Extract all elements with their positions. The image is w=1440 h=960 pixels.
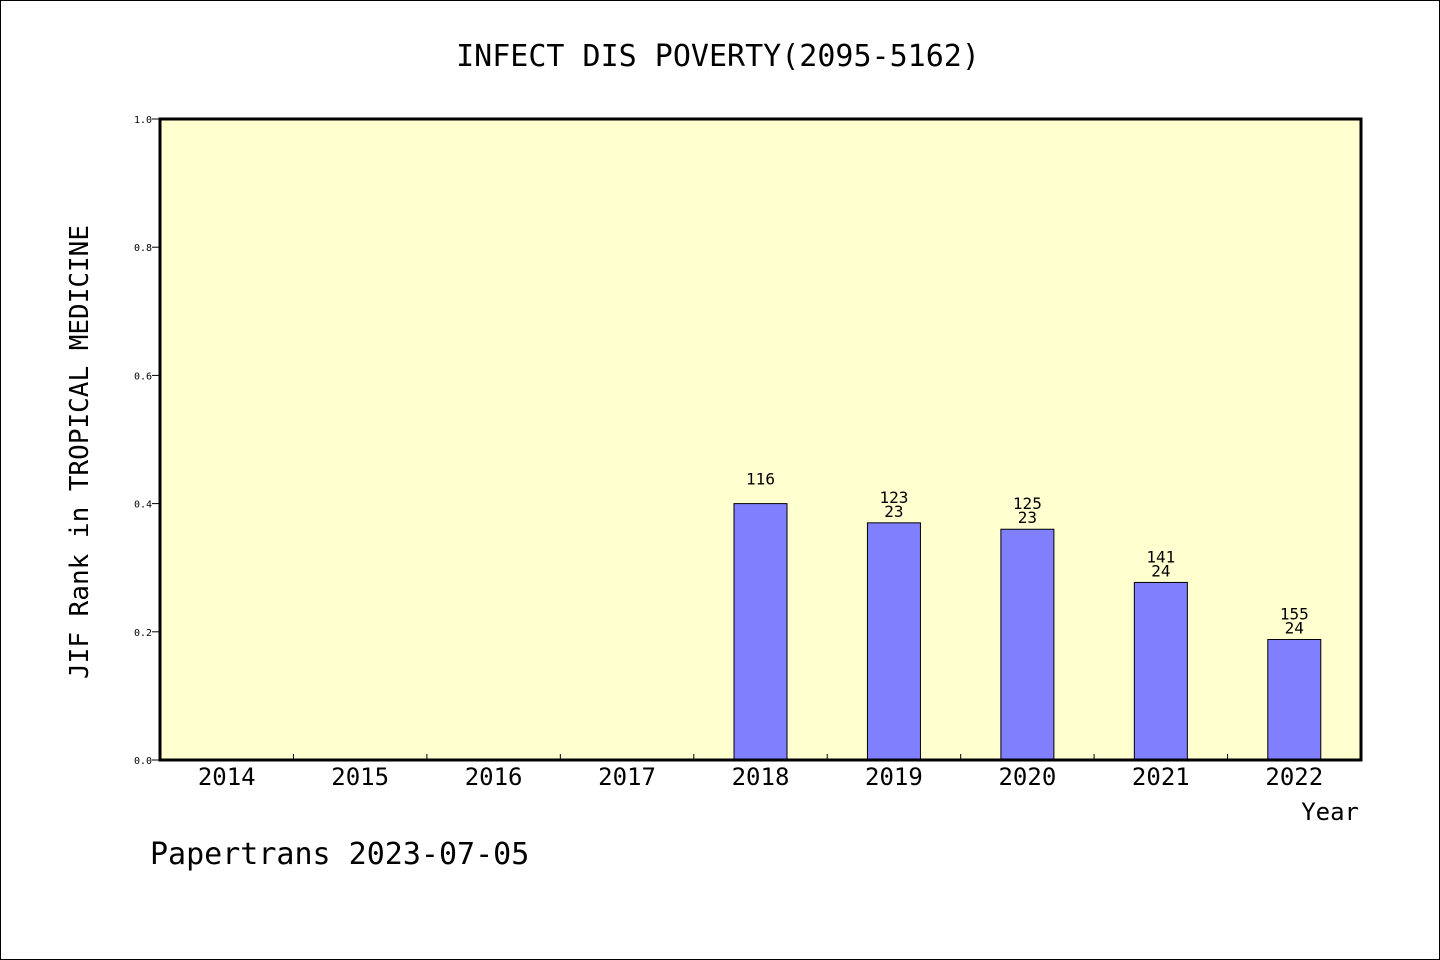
chart-title: INFECT DIS POVERTY(2095-5162) xyxy=(456,39,980,74)
x-tick-label: 2016 xyxy=(465,763,523,791)
x-tick-label: 2017 xyxy=(598,763,656,791)
bar-2018 xyxy=(733,503,788,761)
y-tick-label: 0.2 xyxy=(134,628,152,639)
y-tick-label: 0.0 xyxy=(134,756,152,767)
x-tick-label: 2019 xyxy=(865,763,923,791)
footer-credit: Papertrans 2023-07-05 xyxy=(150,837,529,872)
y-tick-label: 0.4 xyxy=(134,500,152,511)
bar-label: 125 xyxy=(1013,494,1042,513)
x-tick-label: 2015 xyxy=(331,763,389,791)
x-tick-label: 2014 xyxy=(198,763,256,791)
bar-label: 23 xyxy=(884,502,903,521)
x-tick-label: 2021 xyxy=(1132,763,1190,791)
bar-2020 xyxy=(1000,528,1055,761)
plot-border xyxy=(158,117,1363,762)
bar-label: 23 xyxy=(1018,508,1037,527)
bars-group xyxy=(733,503,1322,761)
bar-label: 155 xyxy=(1280,604,1309,623)
x-tick-label: 2018 xyxy=(732,763,790,791)
y-axis-title: JIF Rank in TROPICAL MEDICINE xyxy=(65,225,95,679)
bar-label: 123 xyxy=(879,488,908,507)
bar-label: 24 xyxy=(1151,561,1170,580)
bar-label: 116 xyxy=(746,470,775,489)
y-axis: 0.0 0.2 0.4 0.6 0.8 1.0 xyxy=(134,115,160,767)
x-tick-label: 2022 xyxy=(1265,763,1323,791)
x-axis: 2014 2015 2016 2017 2018 2019 2020 2021 2022 xyxy=(198,754,1323,791)
bar-label: 141 xyxy=(1146,547,1175,566)
bar-2021 xyxy=(1133,581,1188,761)
bar-label: 24 xyxy=(1285,618,1304,637)
y-tick-label: 1.0 xyxy=(134,115,152,126)
x-tick-label: 2020 xyxy=(998,763,1056,791)
bar-2019 xyxy=(866,522,921,761)
y-tick-label: 0.6 xyxy=(134,371,152,382)
x-axis-title: Year xyxy=(1301,798,1359,826)
bar-2022 xyxy=(1267,638,1322,761)
y-tick-label: 0.8 xyxy=(134,243,152,254)
